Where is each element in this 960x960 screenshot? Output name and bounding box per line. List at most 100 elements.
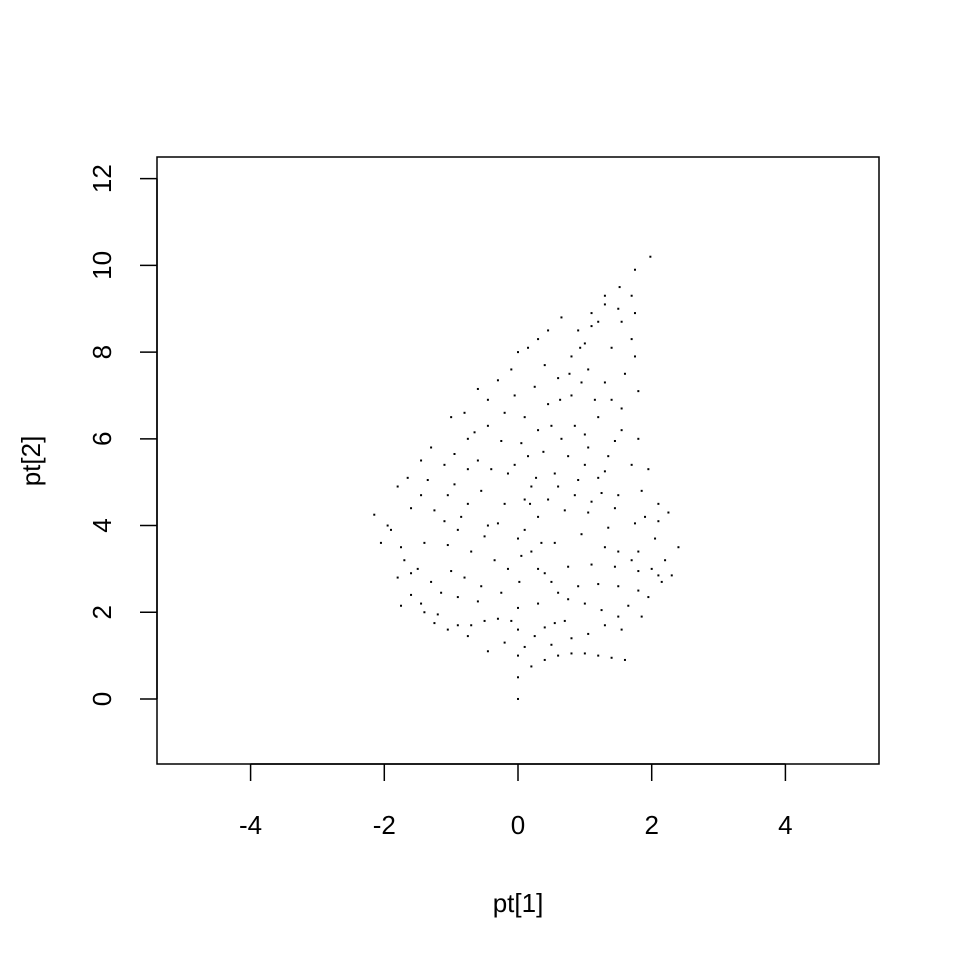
y-axis: 0 2 4 6 8 10 12: [87, 164, 158, 706]
data-point: [630, 463, 633, 466]
data-point: [577, 329, 580, 332]
data-point: [583, 342, 586, 345]
data-point: [553, 622, 556, 625]
data-point: [535, 476, 538, 479]
data-point: [577, 585, 580, 588]
data-point: [480, 585, 483, 588]
data-point: [559, 398, 562, 401]
data-point: [610, 656, 613, 659]
data-point: [644, 515, 647, 518]
data-point: [446, 494, 449, 497]
data-point: [583, 433, 586, 436]
data-point: [580, 381, 583, 384]
data-point: [510, 619, 513, 622]
data-point: [466, 635, 469, 638]
y-tick-label: 2: [87, 605, 117, 619]
data-point: [483, 535, 486, 538]
data-point: [423, 541, 426, 544]
data-point: [620, 320, 623, 323]
data-point: [483, 619, 486, 622]
data-point: [567, 598, 570, 601]
y-tick-label: 12: [87, 164, 117, 193]
x-tick-label: 2: [644, 810, 658, 840]
x-tick-label: 4: [778, 810, 792, 840]
data-point: [647, 468, 650, 471]
data-point: [453, 483, 456, 486]
data-point: [547, 498, 550, 501]
data-point: [573, 424, 576, 427]
data-point: [597, 320, 600, 323]
data-point: [517, 537, 519, 540]
data-point: [410, 507, 413, 510]
data-point: [550, 580, 553, 583]
data-point: [630, 559, 633, 562]
data-point: [537, 567, 540, 570]
data-point: [547, 329, 550, 332]
data-point: [617, 585, 620, 588]
data-point: [460, 515, 463, 518]
data-point: [486, 524, 489, 527]
data-point: [583, 463, 586, 466]
data-point: [513, 463, 516, 466]
data-point: [543, 572, 546, 575]
data-point: [466, 502, 469, 505]
data-point: [563, 509, 566, 512]
y-tick-label: 6: [87, 432, 117, 446]
data-point: [506, 567, 509, 570]
data-point: [610, 398, 613, 401]
data-point: [530, 550, 533, 553]
data-point: [603, 303, 606, 306]
data-point: [426, 479, 429, 482]
data-point: [456, 596, 459, 599]
data-point: [486, 398, 489, 401]
data-point: [527, 455, 530, 458]
data-point: [633, 268, 636, 271]
data-point: [533, 385, 536, 388]
data-point: [406, 476, 409, 479]
data-point: [523, 645, 526, 648]
data-point: [667, 511, 670, 514]
data-point: [470, 624, 473, 627]
data-point: [493, 559, 496, 562]
data-point: [553, 472, 556, 475]
data-point: [486, 424, 489, 427]
data-point: [617, 307, 620, 310]
data-point: [623, 372, 626, 375]
data-point: [523, 416, 526, 419]
data-point: [379, 541, 382, 544]
data-point: [473, 431, 476, 434]
data-point: [510, 368, 513, 371]
data-point: [503, 411, 506, 414]
data-point: [607, 455, 610, 458]
x-tick-label: -2: [373, 810, 396, 840]
data-point: [637, 570, 640, 573]
data-point: [513, 394, 516, 397]
data-point: [466, 468, 469, 471]
data-point: [593, 398, 596, 401]
data-point: [537, 515, 540, 518]
data-point: [670, 574, 673, 577]
data-point: [617, 494, 620, 497]
data-point: [570, 355, 573, 358]
data-point: [618, 286, 621, 289]
data-point: [537, 338, 540, 341]
data-point: [523, 528, 526, 531]
data-point: [573, 494, 576, 497]
data-point: [600, 609, 603, 612]
data-point: [637, 550, 640, 553]
data-point: [463, 411, 466, 414]
data-point: [557, 485, 560, 488]
data-point: [617, 615, 620, 618]
x-tick-label: -4: [239, 810, 262, 840]
y-axis-label: pt[2]: [16, 436, 46, 487]
data-point: [560, 316, 563, 319]
data-point: [553, 541, 556, 544]
x-axis-label: pt[1]: [493, 888, 544, 918]
data-point: [550, 424, 553, 427]
data-point: [420, 494, 423, 497]
data-point: [396, 576, 399, 579]
data-point: [517, 676, 519, 679]
data-point: [550, 643, 553, 646]
data-point: [500, 439, 503, 442]
data-point: [610, 346, 613, 349]
